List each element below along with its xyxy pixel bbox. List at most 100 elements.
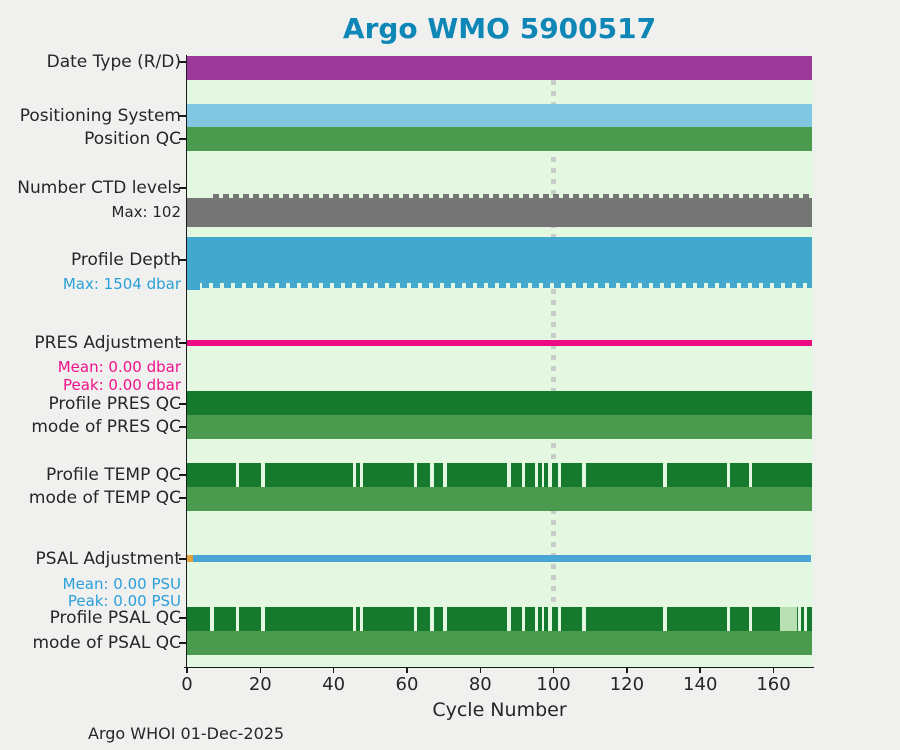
positioning-system-bar	[187, 104, 813, 127]
profile-psal-qc-bar-gap	[507, 607, 512, 631]
ctd-levels-bar	[187, 198, 813, 227]
profile-psal-qc-bar-gap	[235, 607, 240, 631]
x-tick-label: 0	[181, 674, 193, 695]
x-tick-label: 120	[609, 674, 645, 695]
y-tick-mark-date-type	[179, 61, 186, 63]
profile-depth-bar	[187, 237, 813, 283]
row-label-mode-pres-qc: mode of PRES QC	[31, 417, 181, 437]
x-tick-label: 140	[683, 674, 718, 695]
profile-psal-qc-bar-gap	[430, 607, 434, 631]
x-tick-mark	[406, 667, 408, 673]
x-axis-title: Cycle Number	[432, 699, 567, 721]
profile-psal-qc-bar-gap	[413, 607, 418, 631]
x-tick-mark	[699, 667, 701, 673]
profile-temp-qc-bar-gap	[541, 463, 545, 487]
y-tick-mark-psal-adjustment	[179, 558, 186, 560]
profile-psal-qc-bar-gap	[804, 607, 808, 631]
date-type-bar	[187, 56, 813, 80]
x-tick-mark	[332, 667, 335, 673]
row-label-psal-mean: Mean: 0.00 PSU	[62, 575, 181, 593]
row-label-pres-mean: Mean: 0.00 dbar	[57, 358, 181, 376]
x-tick-label: 160	[756, 674, 791, 695]
x-tick-label: 40	[322, 674, 346, 695]
profile-temp-qc-bar-gap	[413, 463, 418, 487]
x-axis-spine	[184, 666, 814, 668]
profile-psal-qc-bar-gap	[521, 607, 526, 631]
row-label-profile-depth: Profile Depth	[70, 250, 181, 270]
y-tick-mark-mode-pres-qc	[179, 426, 186, 428]
profile-temp-qc-bar-gap	[748, 463, 753, 487]
y-tick-mark-profile-temp-qc	[179, 474, 186, 476]
psal-adjustment-line-lead-dash	[187, 555, 194, 562]
profile-temp-qc-bar-gap	[557, 463, 562, 487]
row-label-mode-temp-qc: mode of TEMP QC	[28, 488, 181, 508]
x-tick-mark	[479, 667, 482, 673]
x-tick-label: 100	[536, 674, 571, 695]
mode-temp-qc-bar	[187, 487, 813, 511]
profile-temp-qc-bar-gap	[261, 463, 266, 487]
figure-title: Argo WMO 5900517	[342, 12, 657, 45]
row-label-position-qc: Position QC	[84, 129, 181, 149]
x-tick-label: 80	[468, 674, 492, 695]
profile-temp-qc-bar-gap	[507, 463, 512, 487]
profile-psal-qc-bar-gap	[210, 607, 214, 631]
profile-temp-qc-bar-gap	[548, 463, 552, 487]
mode-psal-qc-bar	[187, 631, 813, 655]
profile-temp-qc-bar-gap	[534, 463, 538, 487]
y-tick-mark-positioning-system	[179, 115, 186, 117]
profile-psal-qc-bar-gap	[662, 607, 667, 631]
y-axis-spine	[185, 55, 187, 667]
x-tick-mark	[259, 667, 262, 673]
profile-psal-qc-bar-gap	[797, 607, 801, 631]
row-label-positioning-system: Positioning System	[19, 106, 181, 126]
row-label-mode-psal-qc: mode of PSAL QC	[32, 633, 181, 653]
profile-psal-qc-bar-gap	[727, 607, 731, 631]
profile-psal-qc-bar	[187, 607, 813, 631]
profile-temp-qc-bar-gap	[430, 463, 434, 487]
profile-temp-qc-bar-gap	[353, 463, 356, 487]
profile-pres-qc-bar	[187, 391, 813, 415]
cycle-100-marker-line	[551, 80, 557, 612]
mode-pres-qc-bar	[187, 415, 813, 439]
profile-psal-qc-bar-light-segment	[780, 607, 798, 631]
y-tick-mark-mode-psal-qc	[179, 642, 186, 644]
row-label-depth-max: Max: 1504 dbar	[62, 275, 181, 293]
profile-temp-qc-bar-gap	[582, 463, 586, 487]
profile-psal-qc-bar-gap	[353, 607, 356, 631]
profile-temp-qc-bar-gap	[442, 463, 447, 487]
plot-background	[186, 55, 813, 667]
profile-temp-qc-bar-gap	[662, 463, 667, 487]
profile-psal-qc-bar-gap	[557, 607, 562, 631]
profile-psal-qc-bar-gap	[261, 607, 266, 631]
profile-psal-qc-bar-gap	[582, 607, 586, 631]
x-tick-mark	[772, 667, 775, 673]
position-qc-bar	[187, 127, 813, 151]
pres-adjustment-line	[187, 340, 813, 346]
profile-depth-bar-deep-lead	[187, 283, 200, 290]
row-label-pres-adjustment: PRES Adjustment	[34, 333, 181, 353]
y-tick-mark-profile-psal-qc	[179, 617, 186, 619]
y-tick-mark-pres-adjustment	[179, 342, 186, 344]
profile-psal-qc-bar-gap	[360, 607, 363, 631]
y-tick-mark-profile-pres-qc	[179, 403, 186, 405]
row-label-pres-peak: Peak: 0.00 dbar	[62, 376, 181, 394]
x-tick-label: 60	[395, 674, 419, 695]
profile-temp-qc-bar-gap	[521, 463, 526, 487]
profile-psal-qc-bar-gap	[534, 607, 538, 631]
row-label-profile-psal-qc: Profile PSAL QC	[49, 608, 181, 628]
row-label-ctd-max: Max: 102	[111, 203, 181, 221]
profile-psal-qc-bar-gap	[548, 607, 552, 631]
profile-psal-qc-bar-gap	[541, 607, 545, 631]
row-label-profile-pres-qc: Profile PRES QC	[48, 394, 181, 414]
profile-temp-qc-bar-gap	[727, 463, 731, 487]
profile-temp-qc-bar	[187, 463, 813, 487]
y-tick-mark-position-qc	[179, 138, 186, 140]
ctd-levels-bar-jag-top	[212, 194, 813, 198]
psal-adjustment-line	[187, 555, 811, 562]
x-tick-mark	[626, 667, 628, 673]
y-tick-mark-mode-temp-qc	[179, 497, 186, 499]
row-label-ctd-levels: Number CTD levels	[17, 178, 181, 198]
x-tick-label: 20	[248, 674, 272, 695]
x-tick-mark	[186, 667, 188, 673]
profile-temp-qc-bar-gap	[235, 463, 240, 487]
